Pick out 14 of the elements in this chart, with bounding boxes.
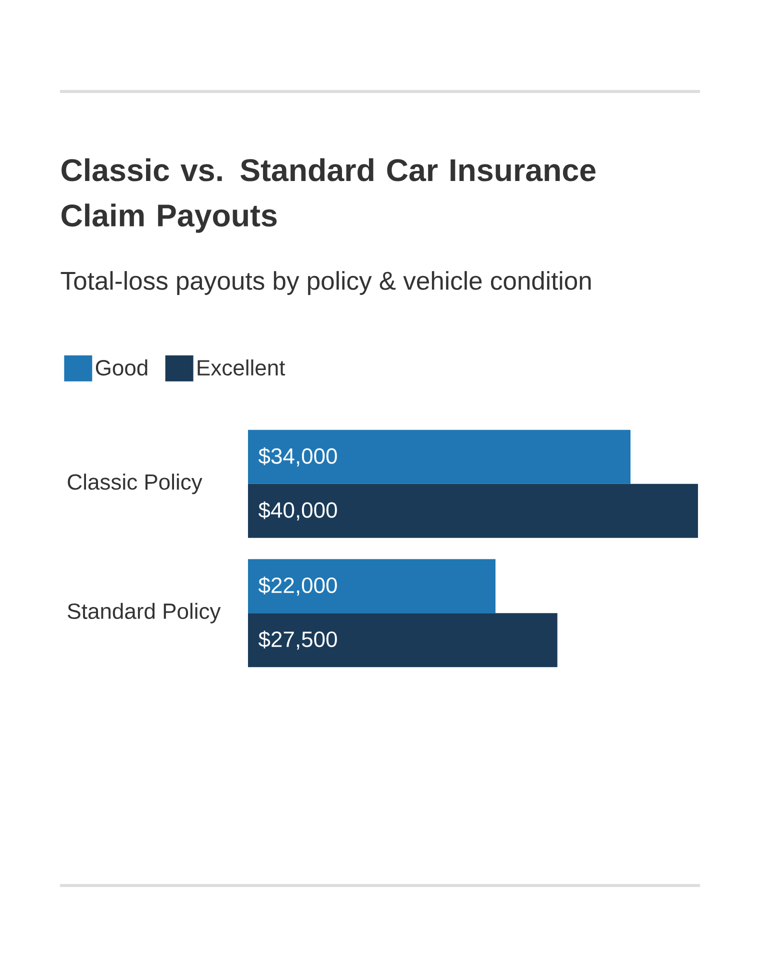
legend-label: Excellent (198, 359, 286, 376)
data-label: $27,500 (258, 630, 337, 650)
bar (248, 559, 496, 614)
data-label: $34,000 (258, 447, 337, 466)
legend-label: Good (96, 359, 148, 376)
data-label: $40,000 (258, 501, 337, 520)
bar (248, 613, 558, 668)
data-label: $22,000 (258, 576, 337, 596)
y-tick-label: Classic Policy (68, 474, 202, 494)
chart-subtitle: Total-loss payouts by policy & vehicle condition (60, 271, 591, 295)
bar (248, 484, 698, 538)
chart-title: Classic vs. Standard Car Insurance Claim Payouts (62, 158, 596, 233)
bar (248, 430, 630, 484)
y-tick-label: Standard Policy (68, 602, 221, 624)
